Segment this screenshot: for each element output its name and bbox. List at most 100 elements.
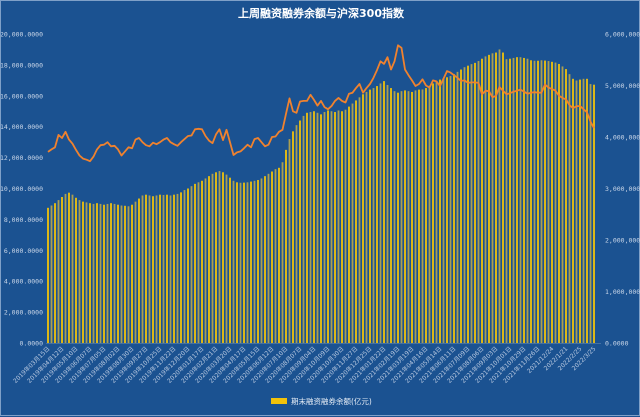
bar: [348, 106, 350, 344]
bar: [57, 200, 60, 343]
bar: [544, 60, 546, 343]
bar: [180, 192, 182, 343]
bar: [155, 195, 158, 343]
bar: [159, 194, 161, 343]
bar: [474, 62, 476, 343]
bar: [47, 207, 49, 343]
bar: [299, 120, 301, 344]
bar: [292, 131, 294, 343]
bar: [285, 149, 287, 343]
bar: [488, 54, 490, 344]
bar: [201, 180, 203, 343]
bar: [439, 79, 441, 343]
bar: [344, 109, 347, 343]
bar: [313, 111, 315, 343]
bar: [334, 112, 336, 344]
bar: [428, 85, 431, 343]
bar: [78, 200, 81, 343]
bar: [526, 58, 529, 343]
bar: [218, 171, 221, 343]
bar: [586, 78, 588, 344]
bar: [89, 203, 91, 343]
left-tick-label: 16,000.0000: [1, 92, 43, 100]
bar: [99, 203, 102, 343]
bar: [145, 194, 147, 343]
bar: [225, 174, 228, 343]
bar: [589, 84, 592, 344]
bar: [190, 186, 193, 343]
bar: [593, 84, 595, 344]
bar: [169, 195, 172, 343]
chart-title: 上周融资融券余额与沪深300指数: [238, 6, 405, 20]
bar: [127, 206, 130, 343]
bar: [568, 74, 571, 344]
bar: [302, 115, 305, 343]
bar: [117, 204, 119, 343]
left-tick-label: 2,000.0000: [4, 309, 43, 317]
bar: [495, 52, 497, 343]
bar: [229, 177, 231, 343]
bar: [85, 202, 88, 343]
bar: [460, 69, 462, 343]
bar: [239, 182, 242, 343]
bar: [236, 182, 238, 343]
right-tick-label: 2,000,000.0000: [605, 237, 640, 245]
left-tick-label: 4,000.0000: [4, 278, 43, 286]
bar: [558, 63, 560, 344]
bar: [362, 94, 364, 343]
bar: [407, 91, 410, 343]
bar: [162, 194, 165, 343]
bar: [393, 91, 396, 343]
bar: [110, 203, 112, 343]
bar: [243, 182, 245, 343]
bar: [397, 92, 399, 344]
left-tick-label: 14,000.0000: [1, 123, 43, 131]
bar: [253, 180, 256, 343]
bar: [351, 103, 354, 344]
bar: [246, 182, 249, 343]
bar: [204, 178, 207, 343]
right-axis: 0.0000 1,000,000.0000 2,000,000.0000 3,000,…: [605, 31, 640, 348]
bar: [278, 167, 280, 343]
bar: [516, 57, 518, 344]
bar: [365, 91, 368, 343]
bar: [316, 112, 319, 343]
bar: [519, 57, 522, 344]
bar: [194, 183, 196, 343]
bar: [148, 195, 151, 343]
bar: [152, 196, 154, 343]
bar: [173, 194, 175, 343]
bar: [491, 53, 494, 343]
bar: [453, 74, 455, 344]
bar: [512, 57, 515, 343]
bar: [257, 180, 259, 343]
bar: [547, 61, 550, 343]
bar: [369, 89, 371, 344]
bar: [540, 60, 543, 343]
bar: [274, 169, 277, 343]
bar: [530, 60, 532, 343]
bar: [442, 78, 445, 343]
left-axis: 0.0000 2,000.0000 4,000.0000 6,000.0000 8,00…: [1, 31, 43, 348]
bar: [372, 88, 375, 343]
right-tick-label: 6,000,000.0000: [605, 31, 640, 39]
bar: [64, 193, 67, 343]
bar: [551, 61, 553, 344]
bar: [309, 112, 312, 344]
bar: [554, 62, 557, 344]
bar: [138, 198, 140, 343]
bar: [92, 203, 95, 343]
bar: [197, 182, 200, 343]
bar: [120, 205, 123, 343]
left-tick-label: 20,000.0000: [1, 31, 43, 39]
bar: [421, 89, 424, 343]
bar: [470, 64, 473, 343]
bar: [61, 196, 63, 343]
bar: [561, 66, 564, 343]
left-tick-label: 10,000.0000: [1, 185, 43, 193]
bar: [418, 89, 420, 344]
left-tick-label: 8,000.0000: [4, 216, 43, 224]
bar: [411, 91, 413, 343]
bar: [211, 173, 214, 343]
